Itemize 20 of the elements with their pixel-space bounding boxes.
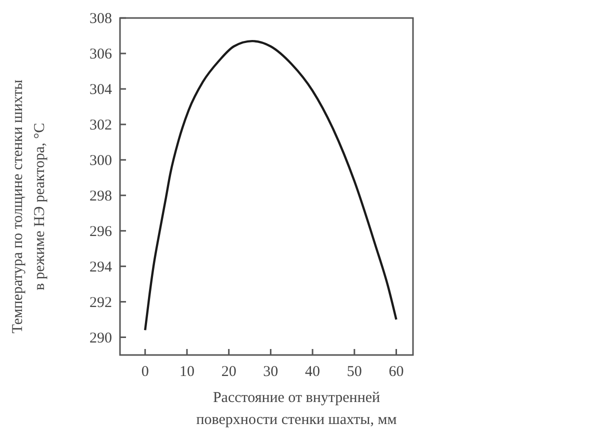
- x-tick-label: 50: [346, 364, 362, 380]
- y-tick-label: 304: [90, 82, 112, 98]
- y-tick-label: 292: [90, 294, 112, 311]
- x-axis-title: Расстояние от внутренней поверхности стенки шахты, мм: [196, 390, 398, 428]
- x-tick-label: 0: [141, 364, 149, 380]
- y-tick-label: 308: [90, 11, 112, 27]
- y-tick-label: 298: [90, 188, 112, 204]
- y-tick-label: 290: [90, 330, 112, 346]
- y-tick-label: 296: [90, 224, 112, 240]
- x-tick-label: 60: [388, 364, 404, 380]
- y-tick-label: 300: [90, 152, 112, 169]
- x-tick-label: 10: [179, 364, 194, 380]
- y-tick-label: 302: [90, 117, 112, 134]
- line-series: [144, 40, 398, 332]
- x-tick-label: 40: [305, 364, 320, 380]
- x-tick-label: 30: [263, 364, 278, 380]
- x-tick-label: 20: [221, 364, 236, 380]
- y-tick-label: 294: [90, 259, 112, 276]
- y-axis-title: Температура по толщине стенки шихты в режиме НЭ реактора, °C: [10, 80, 48, 334]
- y-tick-label: 306: [90, 46, 112, 62]
